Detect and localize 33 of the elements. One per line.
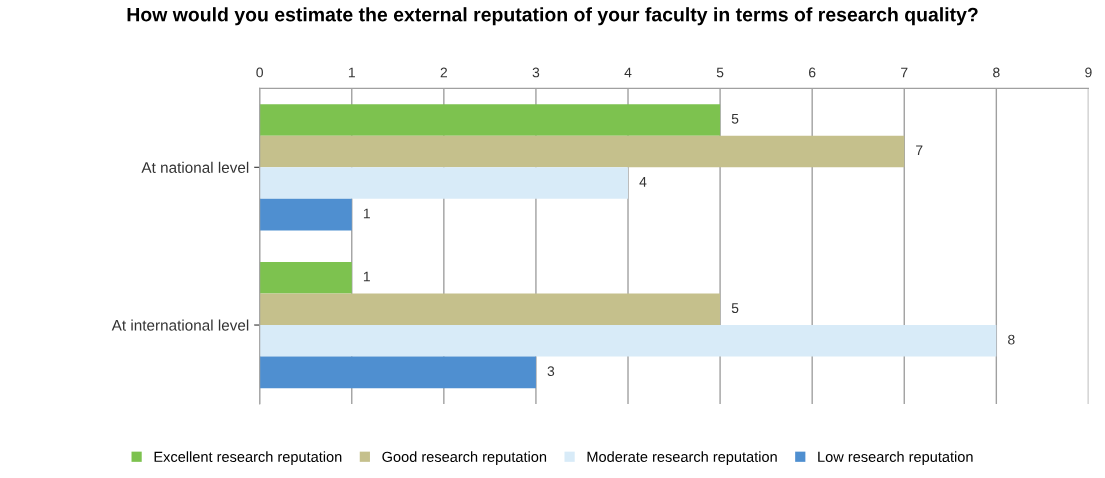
legend-label: Low research reputation	[818, 451, 973, 465]
legend-label: Good research reputation	[382, 451, 547, 465]
data-label: 5	[731, 303, 739, 313]
x-tick-label: 2	[440, 67, 448, 78]
data-label: 5	[731, 114, 739, 124]
bar	[259, 356, 536, 389]
bar	[259, 167, 629, 199]
bar	[259, 104, 721, 136]
x-tick-label: 0	[256, 67, 263, 78]
x-tick-label: 7	[901, 67, 908, 78]
chart-title: How would you estimate the external reputation of your faculty in terms of research quality?	[127, 7, 978, 26]
bar	[259, 198, 352, 231]
data-label: 8	[1008, 334, 1015, 345]
data-label: 1	[363, 271, 370, 282]
x-tick-label: 5	[716, 67, 724, 78]
bar	[259, 293, 721, 326]
bar	[259, 325, 997, 357]
x-tick-label: 9	[1085, 67, 1092, 78]
legend-label: Excellent research reputation	[154, 451, 342, 465]
legend-label: Moderate research reputation	[587, 451, 777, 465]
bar	[259, 261, 352, 294]
x-tick-label: 3	[532, 67, 540, 78]
y-tick-label: At national level	[141, 161, 249, 173]
data-label: 4	[639, 177, 647, 187]
x-tick-label: 6	[809, 67, 816, 78]
data-label: 1	[363, 208, 370, 219]
data-label: 3	[547, 366, 555, 377]
x-tick-label: 1	[348, 67, 355, 78]
x-tick-label: 4	[624, 67, 632, 78]
data-label: 7	[916, 145, 923, 156]
y-tick-label: At international level	[111, 319, 249, 331]
bar	[259, 135, 905, 168]
x-tick-label: 8	[993, 67, 1000, 78]
